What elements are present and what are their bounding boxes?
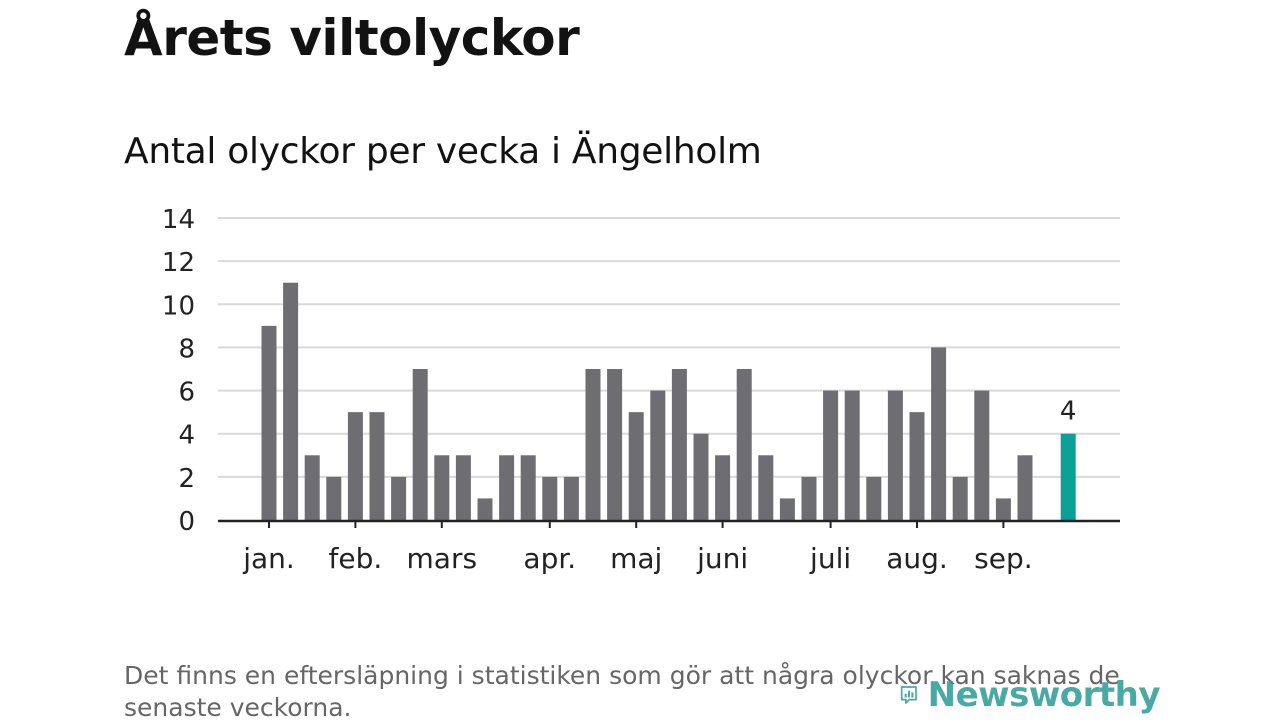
brand-name: Newsworthy (927, 675, 1161, 715)
highlight-value-label: 4 (1060, 397, 1077, 427)
x-tick-label: apr. (523, 542, 576, 575)
bar (563, 476, 579, 520)
bar (974, 390, 990, 520)
bar (455, 455, 471, 520)
chart-title: Årets viltolyckor (124, 9, 580, 67)
bar (887, 390, 903, 520)
bar (391, 476, 407, 520)
y-tick-label: 6 (178, 378, 195, 408)
newsworthy-logo-icon (900, 686, 917, 704)
bar (693, 433, 709, 520)
highlighted-bar (1060, 433, 1076, 520)
bar (607, 369, 623, 520)
bar (542, 476, 558, 520)
bar (650, 390, 666, 520)
bar (283, 282, 299, 520)
bar (520, 455, 536, 520)
newsworthy-logo[interactable]: Newsworthy (900, 670, 1161, 720)
bar (628, 412, 644, 520)
x-tick-label: mars (407, 542, 478, 575)
y-tick-label: 14 (162, 205, 195, 235)
bar (1017, 455, 1033, 520)
bar (758, 455, 774, 520)
footnote: Det finns en eftersläpning i statistiken… (124, 661, 1120, 722)
bar (261, 325, 277, 520)
y-axis-ticks: 0 2 4 6 8 10 12 14 (162, 205, 195, 537)
bar (434, 455, 450, 520)
bar (823, 390, 839, 520)
bars (261, 282, 1076, 520)
bar (866, 476, 882, 520)
y-tick-label: 10 (162, 291, 195, 321)
x-tick-label: aug. (886, 542, 948, 575)
x-tick-label: juni (696, 542, 748, 575)
chart-subtitle: Antal olyckor per vecka i Ängelholm (124, 131, 762, 172)
grid-lines (218, 217, 1120, 478)
bar (412, 369, 428, 520)
bar (779, 498, 795, 520)
bar (801, 476, 817, 520)
bar (844, 390, 860, 520)
y-tick-label: 12 (162, 248, 195, 278)
bar (671, 369, 687, 520)
bar (326, 476, 342, 520)
bar (477, 498, 493, 520)
bar (995, 498, 1011, 520)
bar (736, 369, 752, 520)
bar (347, 412, 363, 520)
bar (952, 476, 968, 520)
y-tick-label: 8 (178, 334, 195, 364)
bar (585, 369, 601, 520)
bar (499, 455, 515, 520)
bar-chart: 0 2 4 6 8 10 12 14 jan. feb. mars apr. maj juni juli a… (162, 205, 1120, 575)
bar (715, 455, 731, 520)
x-tick-label: jan. (242, 542, 295, 575)
x-tick-label: maj (610, 542, 662, 575)
y-tick-label: 0 (178, 507, 195, 537)
x-tick-label: feb. (329, 542, 383, 575)
bar (909, 412, 925, 520)
bar (931, 347, 947, 520)
data-labels: 4 (1060, 397, 1077, 427)
bar (369, 412, 385, 520)
y-tick-label: 4 (178, 421, 195, 451)
y-tick-label: 2 (178, 464, 195, 494)
x-tick-label: sep. (974, 542, 1033, 575)
bar (304, 455, 320, 520)
x-tick-label: juli (809, 542, 851, 575)
x-axis-ticks: jan. feb. mars apr. maj juni juli aug. sep. (242, 520, 1033, 575)
